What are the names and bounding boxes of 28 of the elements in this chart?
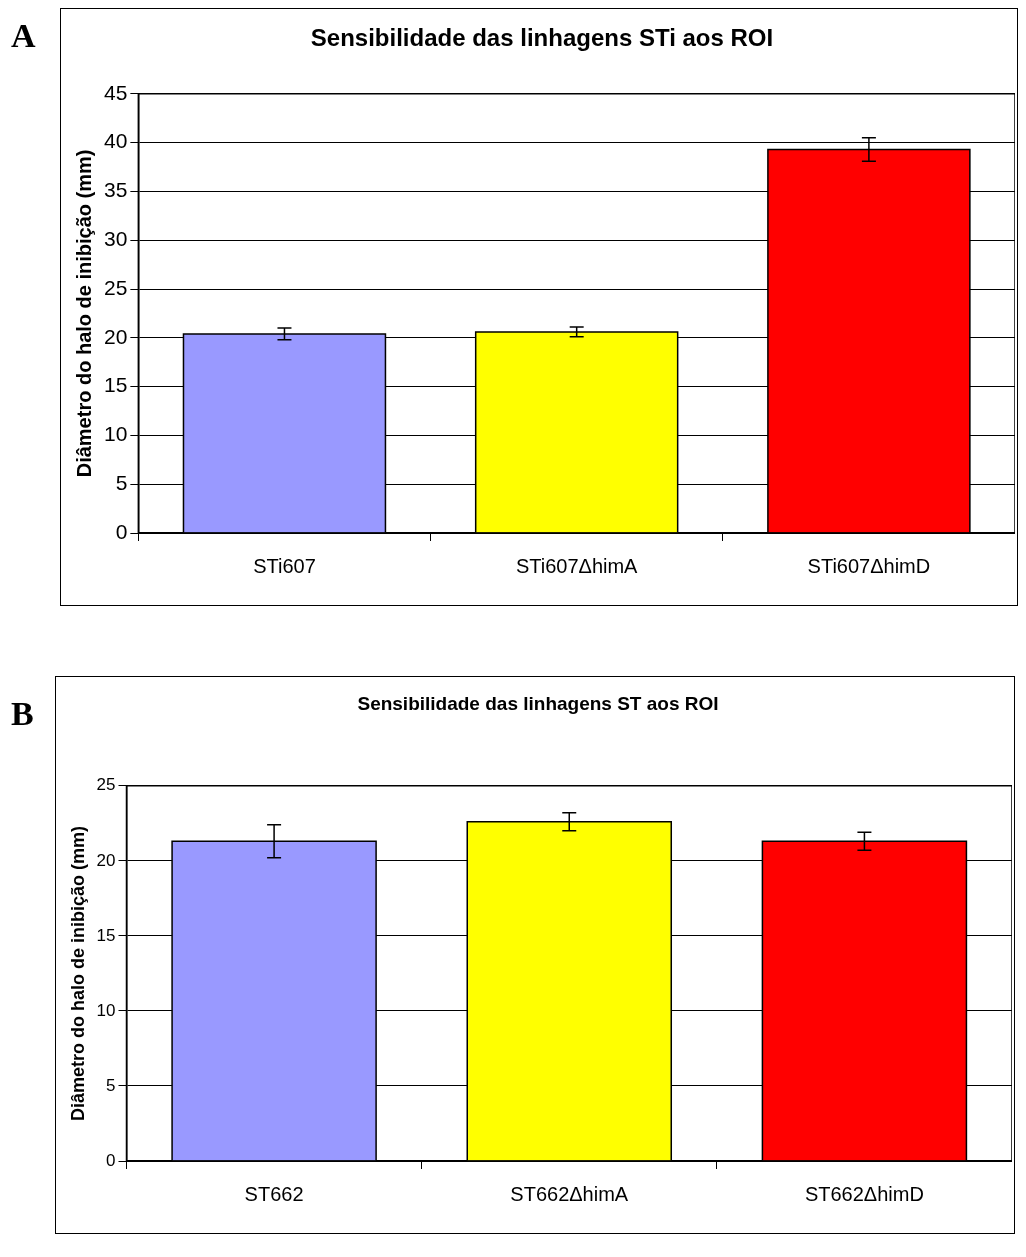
y-tick-label: 20 [96,850,116,870]
y-tick-label: 10 [104,422,128,446]
x-tick-label: ST662ΔhimD [804,1182,924,1205]
chart-title: Sensibilidade das linhagens ST aos ROI [357,692,719,714]
y-tick-label: 40 [104,129,128,153]
chart-title: Sensibilidade das linhagens STi aos ROI [310,24,774,52]
y-tick-label: 15 [96,925,116,945]
x-tick-label: STi607ΔhimA [515,554,639,577]
text: A [11,17,36,55]
y-tick-label: 20 [104,324,128,348]
y-tick-label: 30 [104,227,128,250]
text: B [11,695,34,733]
x-tick-label: ST662 [244,1182,304,1205]
y-tick-label: 25 [96,775,116,795]
y-tick-label: 0 [106,1150,116,1170]
y-tick-label: 10 [96,1000,116,1020]
y-tick-label: 35 [104,178,128,202]
y-tick-label: 45 [104,80,128,104]
x-tick-label: ST662ΔhimA [510,1182,629,1205]
x-tick-label: STi607ΔhimD [807,554,931,577]
y-axis-title: Diâmetro do halo de inibição (mm) [72,149,95,478]
y-axis-title: Diâmetro do halo de inibição (mm) [67,825,88,1121]
y-tick-label: 5 [106,1075,116,1095]
y-tick-label: 5 [115,471,128,494]
y-tick-label: 25 [104,275,128,299]
y-tick-label: 15 [104,373,128,397]
x-tick-label: STi607 [253,554,316,577]
y-tick-label: 0 [115,519,128,543]
